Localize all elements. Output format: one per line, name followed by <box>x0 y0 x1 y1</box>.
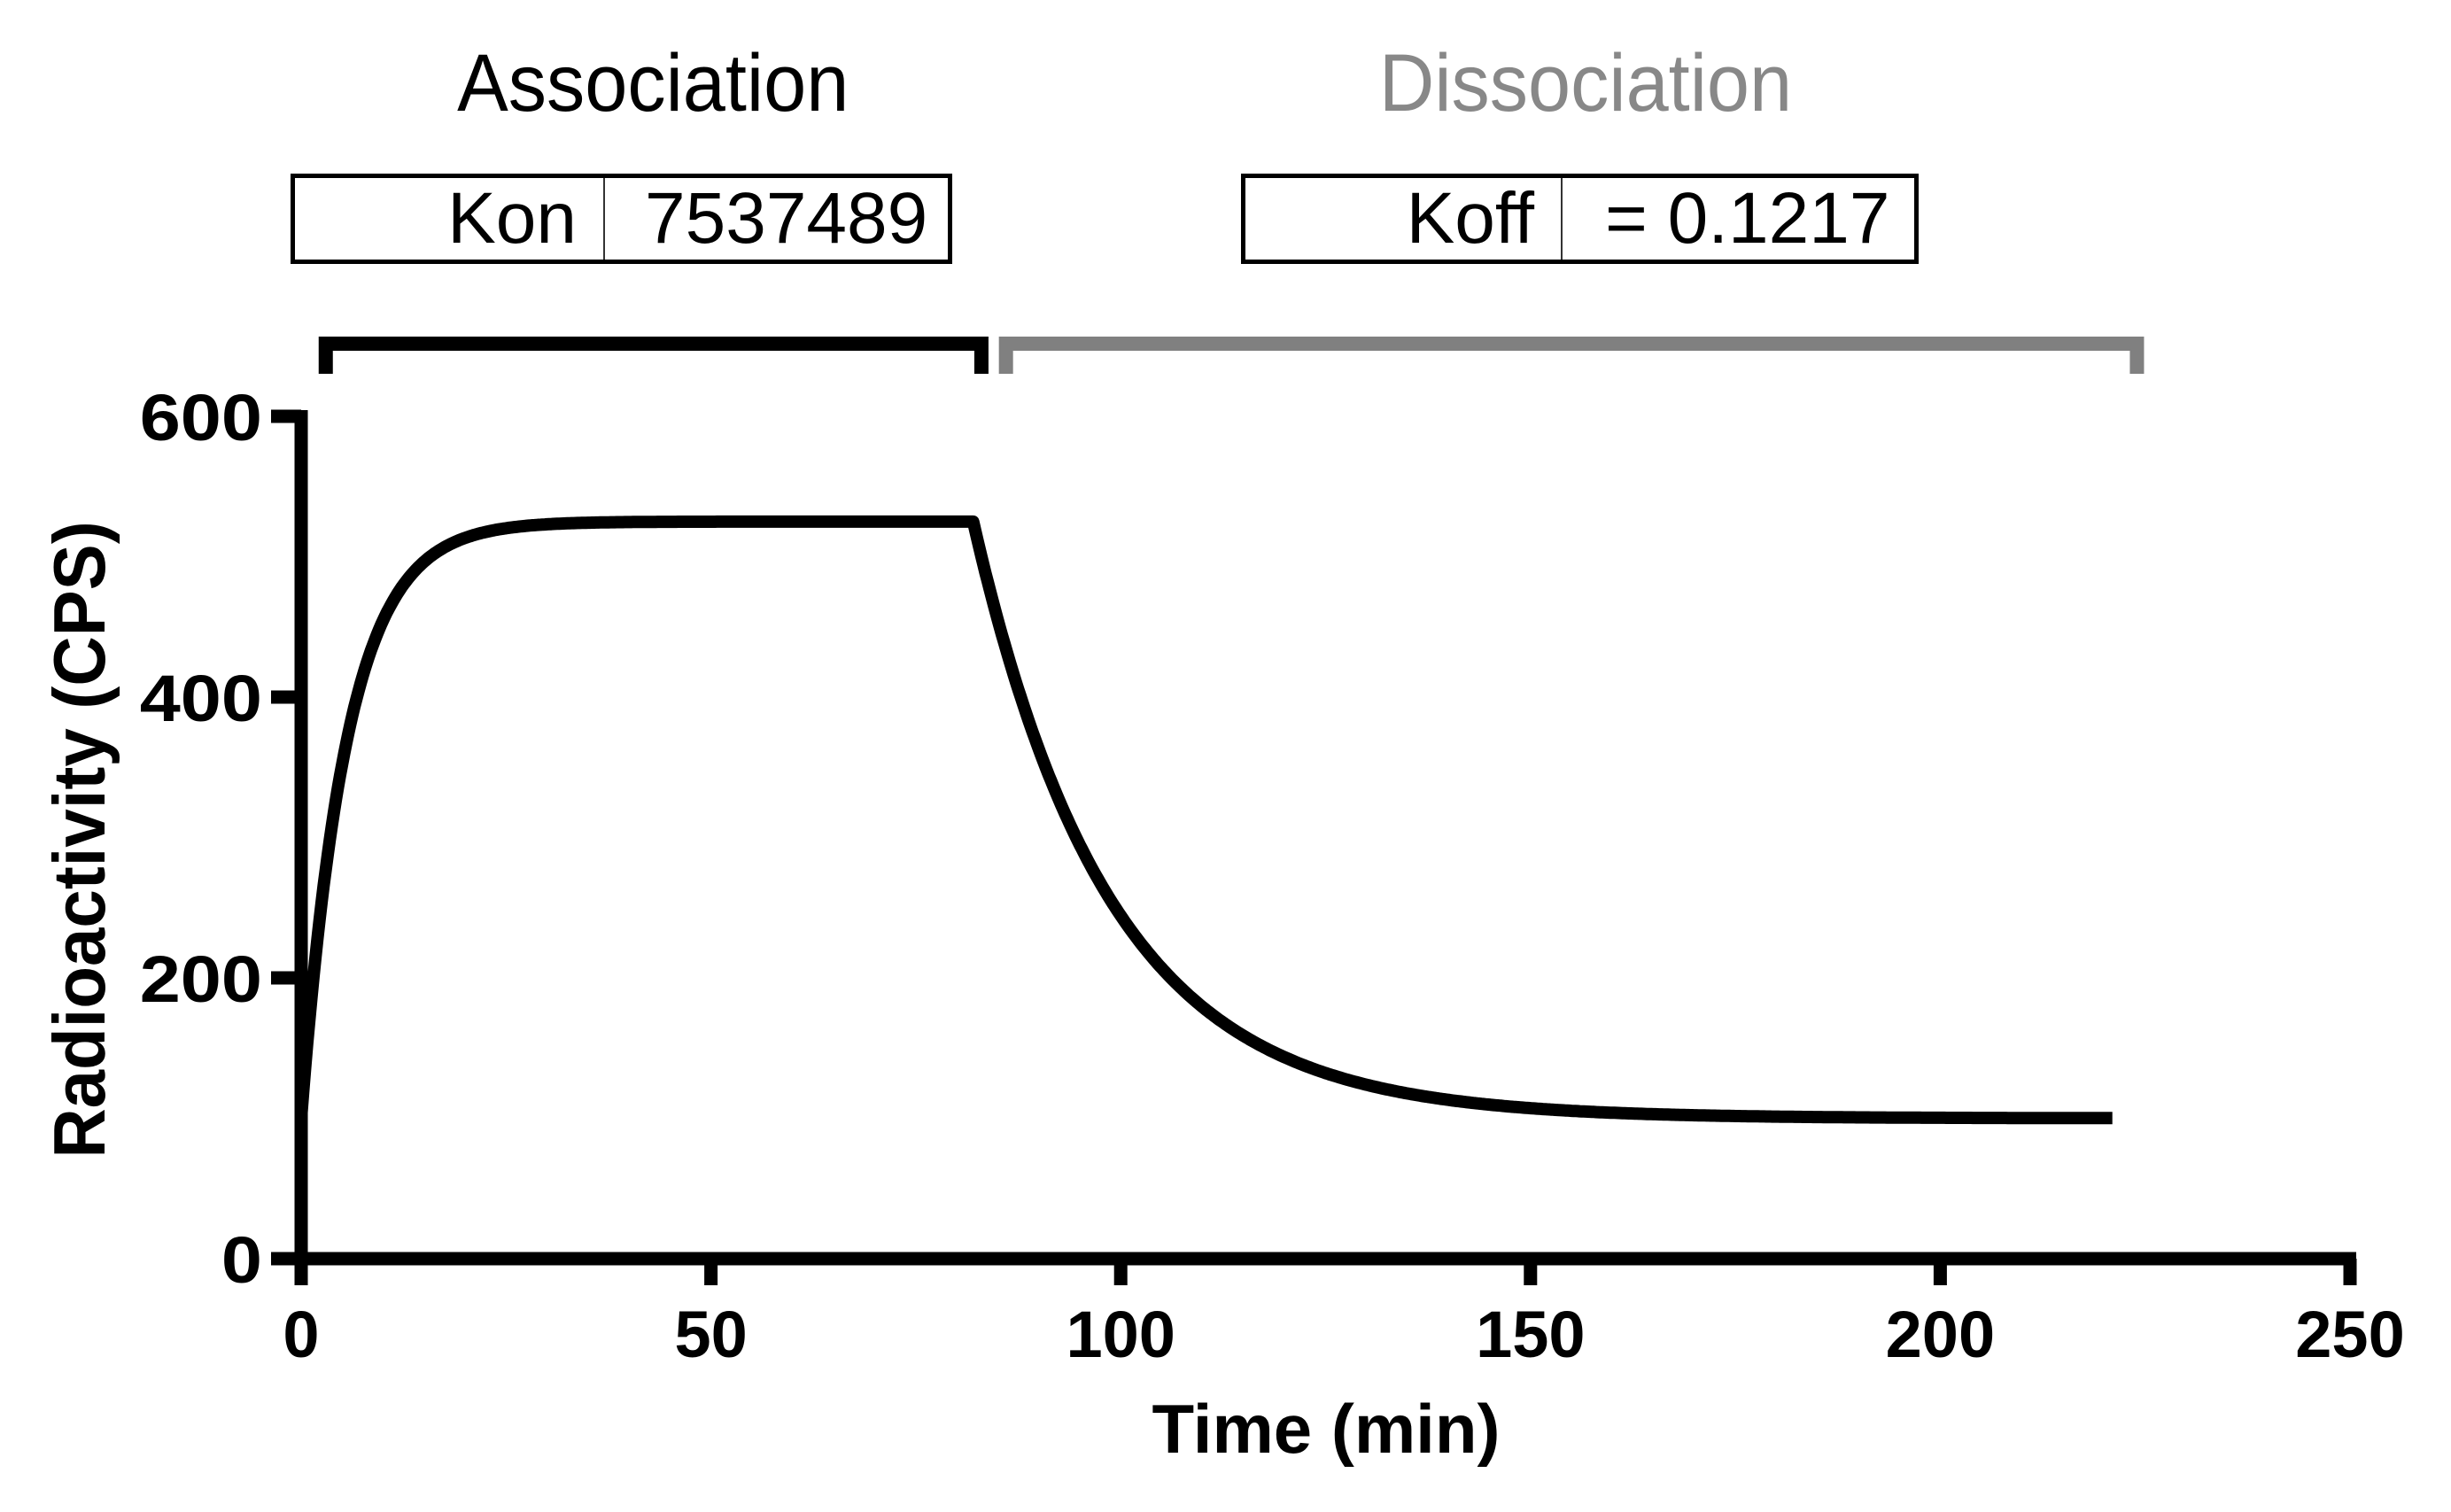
kon-label: Kon <box>295 178 605 260</box>
x-tick-label: 50 <box>674 1298 747 1371</box>
kon-box: Kon 7537489 <box>291 174 952 264</box>
association-title: Association <box>457 38 849 128</box>
binding-curve-line <box>295 515 2117 1125</box>
axes <box>271 410 2356 1266</box>
dissociation-bracket <box>998 337 2145 374</box>
x-tick-label: 0 <box>283 1298 319 1371</box>
x-tick-label: 250 <box>2295 1298 2404 1371</box>
x-tick-label: 150 <box>1476 1298 1585 1371</box>
y-tick-label: 0 <box>221 1223 262 1297</box>
koff-value: = 0.1217 <box>1605 178 1890 259</box>
y-axis-title: Radioactivity (CPS) <box>39 521 121 1158</box>
x-tick-label: 200 <box>1886 1298 1995 1371</box>
y-tick-label: 400 <box>140 662 262 735</box>
dissociation-title: Dissociation <box>1378 38 1793 128</box>
koff-label: Koff <box>1245 178 1563 260</box>
y-tick-label: 200 <box>140 942 262 1016</box>
kon-value: 7537489 <box>645 178 928 259</box>
koff-box: Koff = 0.1217 <box>1241 174 1919 264</box>
y-axis-ticks: 0 200 400 600 <box>140 381 301 1297</box>
x-axis-title: Time (min) <box>1152 1390 1501 1468</box>
y-tick-label: 600 <box>140 381 262 454</box>
x-tick-label: 100 <box>1066 1298 1175 1371</box>
association-bracket <box>318 337 989 374</box>
phase-brackets <box>318 337 2145 374</box>
x-axis-ticks: 0 50 100 150 200 250 <box>283 1259 2405 1371</box>
